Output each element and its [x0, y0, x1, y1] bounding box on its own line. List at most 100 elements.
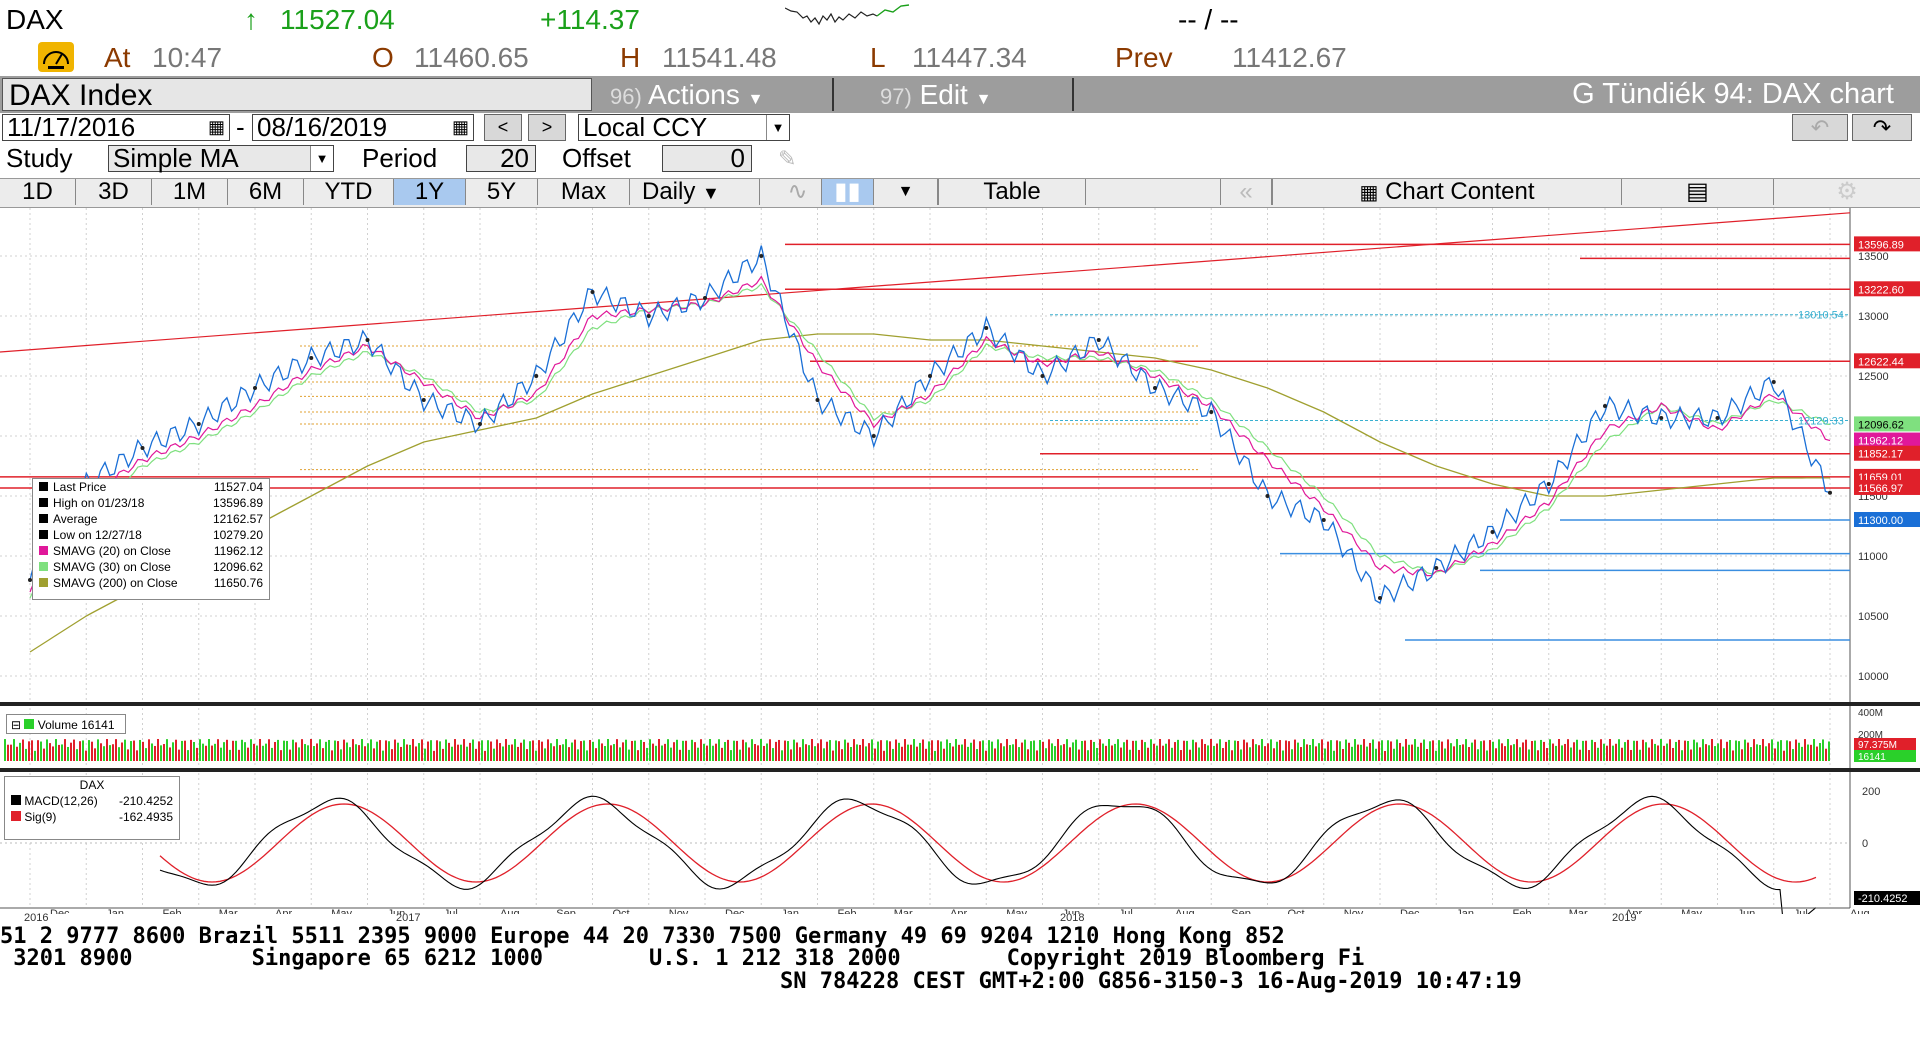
- range-1m-button[interactable]: 1M: [152, 179, 228, 205]
- start-date: 11/17/2016: [7, 112, 136, 142]
- pencil-icon[interactable]: ✎: [778, 146, 797, 171]
- volume-bar: [1066, 739, 1068, 761]
- volume-bar: [607, 739, 609, 761]
- volume-bar: [148, 739, 150, 761]
- price-point: [253, 386, 257, 390]
- end-date-field[interactable]: 08/16/2019 ▦: [252, 114, 474, 141]
- bar-chart-icon[interactable]: ▮▮: [822, 179, 874, 205]
- collapse-icon[interactable]: «: [1220, 179, 1272, 205]
- volume-bar: [1408, 744, 1410, 761]
- volume-bar: [838, 741, 840, 761]
- start-date-field[interactable]: 11/17/2016 ▦: [2, 114, 230, 141]
- volume-bar: [682, 740, 684, 761]
- price-point: [759, 254, 764, 258]
- volume-bar: [1789, 741, 1791, 761]
- volume-bar: [667, 739, 669, 761]
- volume-bar: [955, 739, 957, 761]
- volume-bar: [952, 746, 954, 761]
- legend-value: 12162.57: [212, 512, 263, 526]
- volume-bar: [205, 745, 207, 761]
- range-5y-button[interactable]: 5Y: [466, 179, 538, 205]
- volume-bar: [19, 742, 21, 761]
- volume-bar: [571, 742, 573, 761]
- volume-bar: [631, 740, 633, 761]
- volume-bar: [907, 744, 909, 761]
- collapse-icon[interactable]: ⊟: [11, 718, 22, 732]
- volume-bar: [1072, 742, 1074, 761]
- range-6m-button[interactable]: 6M: [228, 179, 304, 205]
- volume-bar: [175, 739, 177, 761]
- volume-bar: [1483, 740, 1485, 761]
- volume-bar: [904, 739, 906, 761]
- study-select[interactable]: Simple MA ▼: [108, 145, 334, 172]
- volume-bar: [7, 744, 9, 761]
- range-1y-button[interactable]: 1Y: [394, 179, 466, 205]
- frequency-select[interactable]: Daily ▼: [630, 179, 760, 205]
- price-point: [928, 374, 932, 378]
- annotate-icon[interactable]: ▤: [1622, 179, 1774, 205]
- redo-button[interactable]: ↷: [1852, 114, 1912, 141]
- volume-bar: [1174, 742, 1176, 761]
- volume-bar: [1411, 744, 1413, 761]
- volume-bar: [994, 748, 996, 761]
- price-tag-label: 11962.12: [1858, 436, 1903, 448]
- price-point: [871, 434, 876, 438]
- volume-bar: [160, 745, 162, 761]
- volume-bar: [271, 747, 273, 761]
- year-label: 2016: [24, 912, 49, 924]
- volume-bar: [127, 749, 129, 761]
- line-chart-icon[interactable]: ∿: [774, 179, 822, 205]
- volume-bar: [1426, 748, 1428, 761]
- next-period-button[interactable]: >: [528, 114, 566, 141]
- signal-line: [159, 803, 1817, 883]
- range-max-button[interactable]: Max: [538, 179, 630, 205]
- volume-bar: [1507, 739, 1509, 761]
- volume-bar: [22, 739, 24, 761]
- volume-bar: [1564, 743, 1566, 761]
- range-1d-button[interactable]: 1D: [0, 179, 76, 205]
- volume-bar: [1324, 748, 1326, 761]
- volume-bar: [1249, 747, 1251, 761]
- security-field[interactable]: DAX Index: [2, 78, 592, 112]
- range-3d-button[interactable]: 3D: [76, 179, 152, 205]
- range-ytd-button[interactable]: YTD: [304, 179, 394, 205]
- volume-bar: [1303, 739, 1305, 761]
- chart-content-button[interactable]: ▦ Chart Content: [1272, 179, 1622, 205]
- chart-type-dropdown[interactable]: ▼: [874, 179, 938, 205]
- volume-bar: [340, 749, 342, 761]
- prev-period-button[interactable]: <: [484, 114, 522, 141]
- volume-bar: [1012, 744, 1014, 761]
- volume-bar: [172, 742, 174, 761]
- currency-select[interactable]: Local CCY ▼: [578, 114, 790, 141]
- volume-bar: [217, 739, 219, 761]
- volume-bar: [427, 741, 429, 761]
- offset-input[interactable]: 0: [662, 145, 752, 172]
- period-input[interactable]: 20: [466, 145, 536, 172]
- volume-bar: [403, 739, 405, 761]
- volume-bar: [241, 739, 243, 761]
- price-point: [1096, 338, 1101, 342]
- edit-menu[interactable]: 97) Edit ▼: [880, 78, 991, 111]
- volume-bar: [139, 739, 141, 761]
- volume-bar: [448, 742, 450, 761]
- undo-button[interactable]: ↶: [1792, 114, 1848, 141]
- volume-bar: [1027, 749, 1029, 761]
- volume-bar: [52, 746, 54, 761]
- volume-bar: [1612, 745, 1614, 761]
- calendar-icon[interactable]: ▦: [451, 117, 469, 137]
- volume-bar: [1366, 746, 1368, 761]
- volume-bar: [655, 745, 657, 761]
- year-label: 2017: [396, 912, 421, 924]
- legend-value: 11962.12: [213, 544, 263, 558]
- volume-bar: [136, 750, 138, 761]
- price-point: [1603, 404, 1607, 408]
- actions-menu[interactable]: 96) Actions ▼: [610, 78, 763, 111]
- price-chart[interactable]: 1350013000125001200011500110001050010000…: [0, 208, 1920, 914]
- table-button[interactable]: Table: [938, 179, 1086, 205]
- volume-bar: [1780, 740, 1782, 761]
- volume-bar: [1540, 739, 1542, 761]
- volume-bar: [859, 744, 861, 761]
- calendar-icon[interactable]: ▦: [207, 117, 225, 137]
- gear-icon[interactable]: ⚙: [1836, 178, 1858, 205]
- gauge-icon[interactable]: [38, 42, 74, 72]
